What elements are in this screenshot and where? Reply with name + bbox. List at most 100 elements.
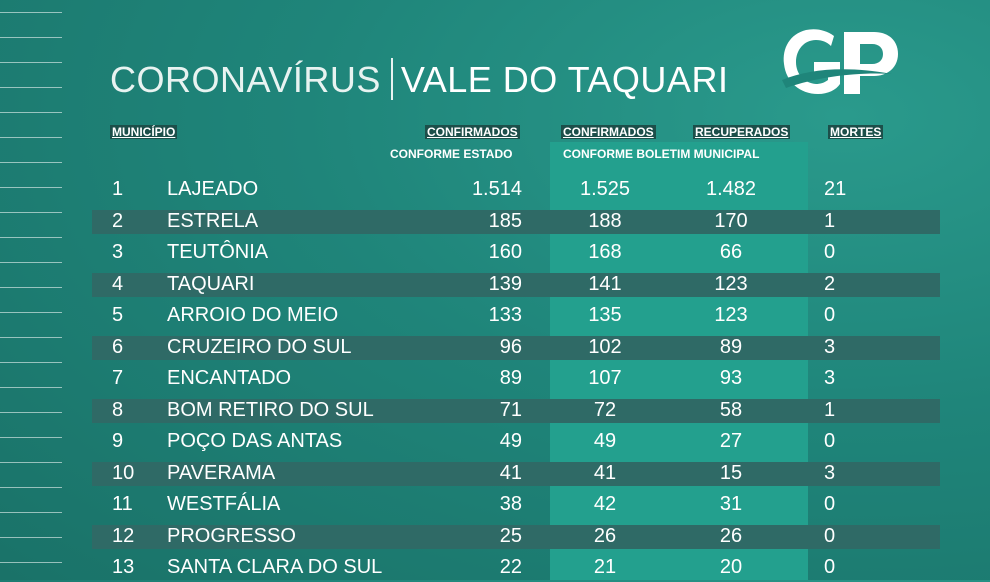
row-number: 9 [112,430,124,452]
confirmados-estado-value: 22 [499,556,522,578]
mortes-value: 21 [824,178,847,200]
table-row: 8 BOM RETIRO DO SUL 71 72 58 1 [92,398,940,423]
row-number: 4 [112,272,124,295]
table-row: 11 WESTFÁLIA 38 42 31 0 [92,493,940,517]
row-number: 5 [112,304,124,326]
confirmados-boletim-value: 168 [588,241,622,263]
row-number: 7 [112,367,124,389]
confirmados-estado-value: 41 [499,461,522,484]
confirmados-boletim-value: 135 [588,304,622,326]
municipio-name: ESTRELA [167,209,259,232]
mortes-value: 3 [824,367,836,389]
confirmados-estado-value: 160 [488,241,522,263]
table-row: 7 ENCANTADO 89 107 93 3 [92,367,940,391]
confirmados-estado-value: 49 [499,430,522,452]
municipio-name: TEUTÔNIA [167,241,269,263]
recuperados-value: 170 [714,209,748,232]
row-number: 6 [112,335,124,358]
confirmados-estado-value: 89 [499,367,522,389]
table-row: 4 TAQUARI 139 141 123 2 [92,272,940,297]
header-recuperados: RECUPERADOS [693,125,791,139]
table-row: 13 SANTA CLARA DO SUL 22 21 20 0 [92,556,940,580]
table-row: 2 ESTRELA 185 188 170 1 [92,209,940,234]
header-conforme-estado: CONFORME ESTADO [390,147,513,161]
row-number: 10 [112,461,135,484]
municipio-name: PAVERAMA [167,461,276,484]
header-conforme-boletim: CONFORME BOLETIM MUNICIPAL [563,147,760,161]
confirmados-boletim-value: 141 [588,272,622,295]
municipio-name: ARROIO DO MEIO [167,304,339,326]
recuperados-value: 58 [719,398,743,421]
recuperados-value: 123 [714,272,748,295]
confirmados-boletim-value: 49 [593,430,617,452]
mortes-value: 0 [824,304,836,326]
confirmados-boletim-value: 102 [588,335,622,358]
decorative-lines [0,0,62,580]
mortes-value: 1 [824,398,836,421]
mortes-value: 2 [824,272,836,295]
mortes-value: 0 [824,430,836,452]
confirmados-boletim-value: 41 [593,461,617,484]
confirmados-estado-value: 38 [499,493,522,515]
confirmados-boletim-value: 188 [588,209,622,232]
municipio-name: SANTA CLARA DO SUL [167,556,383,578]
header-confirmados-boletim: CONFIRMADOS [561,125,656,139]
recuperados-value: 26 [719,524,743,547]
municipio-name: ENCANTADO [167,367,292,389]
table-row: 12 PROGRESSO 25 26 26 0 [92,524,940,549]
confirmados-estado-value: 1.514 [471,178,522,200]
page-title: CORONAVÍRUS VALE DO TAQUARI [110,58,728,101]
confirmados-estado-value: 185 [488,209,522,232]
header-mortes: MORTES [828,125,884,139]
confirmados-estado-value: 139 [488,272,522,295]
title-part2: VALE DO TAQUARI [400,59,729,100]
header-confirmados-estado: CONFIRMADOS [425,125,520,139]
table-row: 9 POÇO DAS ANTAS 49 49 27 0 [92,430,940,454]
recuperados-value: 123 [714,304,748,326]
confirmados-estado-value: 71 [499,398,522,421]
confirmados-boletim-value: 26 [593,524,617,547]
confirmados-boletim-value: 21 [593,556,617,578]
confirmados-boletim-value: 72 [593,398,617,421]
recuperados-value: 27 [719,430,743,452]
row-number: 3 [112,241,124,263]
confirmados-boletim-value: 1.525 [579,178,631,200]
table-row: 1 LAJEADO 1.514 1.525 1.482 21 [92,178,940,202]
mortes-value: 0 [824,524,836,547]
confirmados-boletim-value: 107 [588,367,622,389]
municipio-name: BOM RETIRO DO SUL [167,398,374,421]
mortes-value: 3 [824,461,836,484]
recuperados-value: 93 [719,367,743,389]
recuperados-value: 66 [719,241,743,263]
mortes-value: 0 [824,556,836,578]
recuperados-value: 15 [719,461,743,484]
recuperados-value: 1.482 [705,178,757,200]
table-row: 5 ARROIO DO MEIO 133 135 123 0 [92,304,940,328]
municipio-name: TAQUARI [167,272,255,295]
mortes-value: 0 [824,493,836,515]
municipio-name: CRUZEIRO DO SUL [167,335,352,358]
table-row: 3 TEUTÔNIA 160 168 66 0 [92,241,940,265]
row-number: 1 [112,178,124,200]
confirmados-estado-value: 25 [499,524,522,547]
row-number: 2 [112,209,124,232]
recuperados-value: 89 [719,335,743,358]
confirmados-estado-value: 96 [499,335,522,358]
mortes-value: 0 [824,241,836,263]
recuperados-value: 31 [719,493,743,515]
confirmados-estado-value: 133 [488,304,522,326]
row-number: 13 [112,556,135,578]
table-row: 10 PAVERAMA 41 41 15 3 [92,461,940,486]
mortes-value: 3 [824,335,836,358]
table-row: 6 CRUZEIRO DO SUL 96 102 89 3 [92,335,940,360]
row-number: 12 [112,524,135,547]
row-number: 8 [112,398,124,421]
confirmados-boletim-value: 42 [593,493,617,515]
gp-logo-icon [782,29,898,94]
title-part1: CORONAVÍRUS [110,59,381,100]
title-separator [390,58,393,100]
municipio-name: PROGRESSO [167,524,296,547]
municipio-name: LAJEADO [167,178,259,200]
mortes-value: 1 [824,209,836,232]
recuperados-value: 20 [719,556,743,578]
